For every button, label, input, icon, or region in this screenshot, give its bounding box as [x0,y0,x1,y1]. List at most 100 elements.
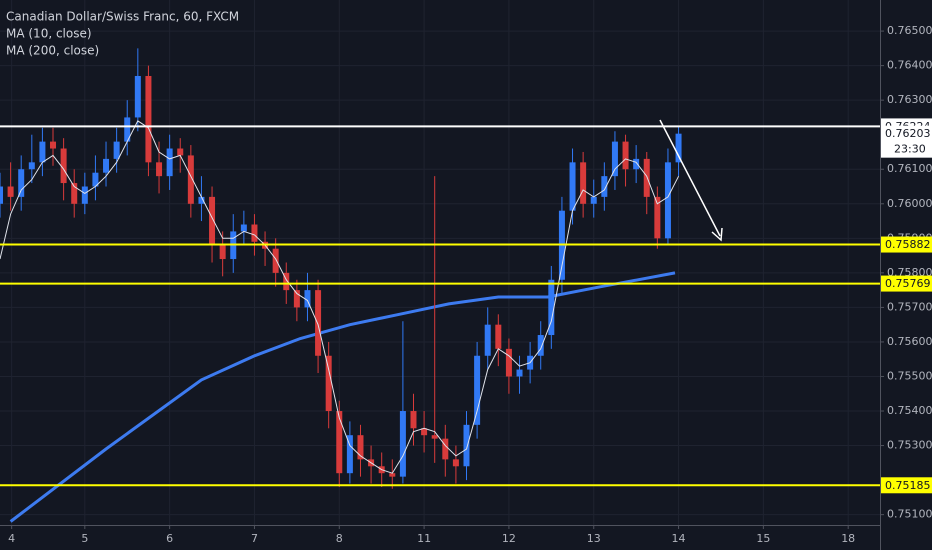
x-tick-label: 6 [166,532,173,545]
y-tick-label: 0.75100 [887,508,932,521]
x-tick-label: 12 [502,532,516,545]
plot [0,48,880,523]
candle-body [664,162,671,239]
candle-body [421,428,428,436]
y-tick-label: 0.76100 [887,162,932,175]
axes: 0.75100 0.75300 0.75400 0.75500 0.75600 0.757… [8,24,932,545]
candle-body [177,148,184,156]
candle-body [92,172,99,187]
candle-body [399,411,406,477]
y-tick-label: 0.75300 [887,439,932,452]
candle-body [50,141,57,149]
price-badge [881,236,932,253]
candle-body [431,435,438,439]
candle-body [325,355,332,412]
candle-body [156,162,163,177]
candle-body [569,162,576,211]
candle-body [315,290,322,356]
x-tick-label: 15 [756,532,770,545]
x-tick-label: 4 [8,532,15,545]
candle-body [304,290,311,308]
x-tick-label: 7 [251,532,258,545]
candle-body [0,186,3,204]
x-tick-label: 5 [81,532,88,545]
arrow [659,119,721,237]
candle-body [124,117,131,142]
x-tick-label: 8 [336,532,343,545]
countdown: 23:30 [894,143,926,156]
y-tick-label: 0.76000 [887,197,932,210]
candle-body [357,435,364,460]
candle-body [145,75,152,163]
price-badge-label: 0.75185 [885,479,931,492]
candle-body [39,141,46,163]
candle-body [643,158,650,197]
y-tick-label: 0.76300 [887,93,932,106]
candle-body [60,148,67,184]
last-price-label: 0.76203 [885,127,931,140]
price-badge [881,275,932,292]
candle-body [240,224,247,232]
y-tick-label: 0.75700 [887,300,932,313]
arrow-head [711,227,723,242]
candle-body [103,158,110,173]
y-tick-label: 0.75600 [887,335,932,348]
candle-body [675,133,682,163]
candle-body [166,148,173,177]
price-badge [881,477,932,494]
candle-body [611,141,618,177]
candle-body [346,435,353,474]
legend: Canadian Dollar/Swiss Franc, 60, FXCM MA… [6,10,239,58]
candle-body [622,141,629,170]
candle-body [516,369,523,377]
candle-body [28,162,35,170]
ma-line [0,120,680,474]
x-tick-label: 13 [587,532,601,545]
x-tick-label: 11 [417,532,431,545]
candle-body [198,196,205,204]
candle-body [505,348,512,377]
y-tick-label: 0.75500 [887,369,932,382]
grid [0,0,880,525]
candle-body [251,224,258,242]
candle-body [283,272,290,291]
candle-body [18,169,25,197]
candle-body [219,245,226,260]
candle-body [410,411,417,429]
candle-body [601,176,608,197]
candle-body [209,196,216,246]
candle-body [590,196,597,204]
candle-body [452,459,459,467]
y-tick-label: 0.76500 [887,24,932,37]
candle-body [336,411,343,474]
candle-body [495,324,502,349]
price-badge-label: 0.75882 [885,238,931,251]
candle-body [633,158,640,170]
chart-title: Canadian Dollar/Swiss Franc, 60, FXCM [6,10,239,24]
candle-body [134,75,141,118]
candle-body [293,290,300,308]
candle-body [474,355,481,425]
candle-body [7,186,14,197]
candle-body [389,473,396,477]
candle-body [537,335,544,356]
legend-item: MA (200, close) [6,44,99,58]
last-price-badge [881,125,932,158]
legend-item: MA (10, close) [6,27,92,41]
candle-body [463,424,470,467]
y-tick-label: 0.76400 [887,59,932,72]
x-tick-label: 14 [672,532,686,545]
candle-body [580,162,587,204]
x-tick-label: 18 [841,532,855,545]
candle-body [71,183,78,204]
candle-body [81,186,88,204]
candle-body [113,141,120,159]
candle-body [187,155,194,204]
candle-body [484,324,491,356]
candle-body [548,279,555,336]
price-badge-label: 0.75769 [885,277,931,290]
y-tick-label: 0.75400 [887,404,932,417]
candle-body [442,438,449,460]
candle-body [272,248,279,273]
